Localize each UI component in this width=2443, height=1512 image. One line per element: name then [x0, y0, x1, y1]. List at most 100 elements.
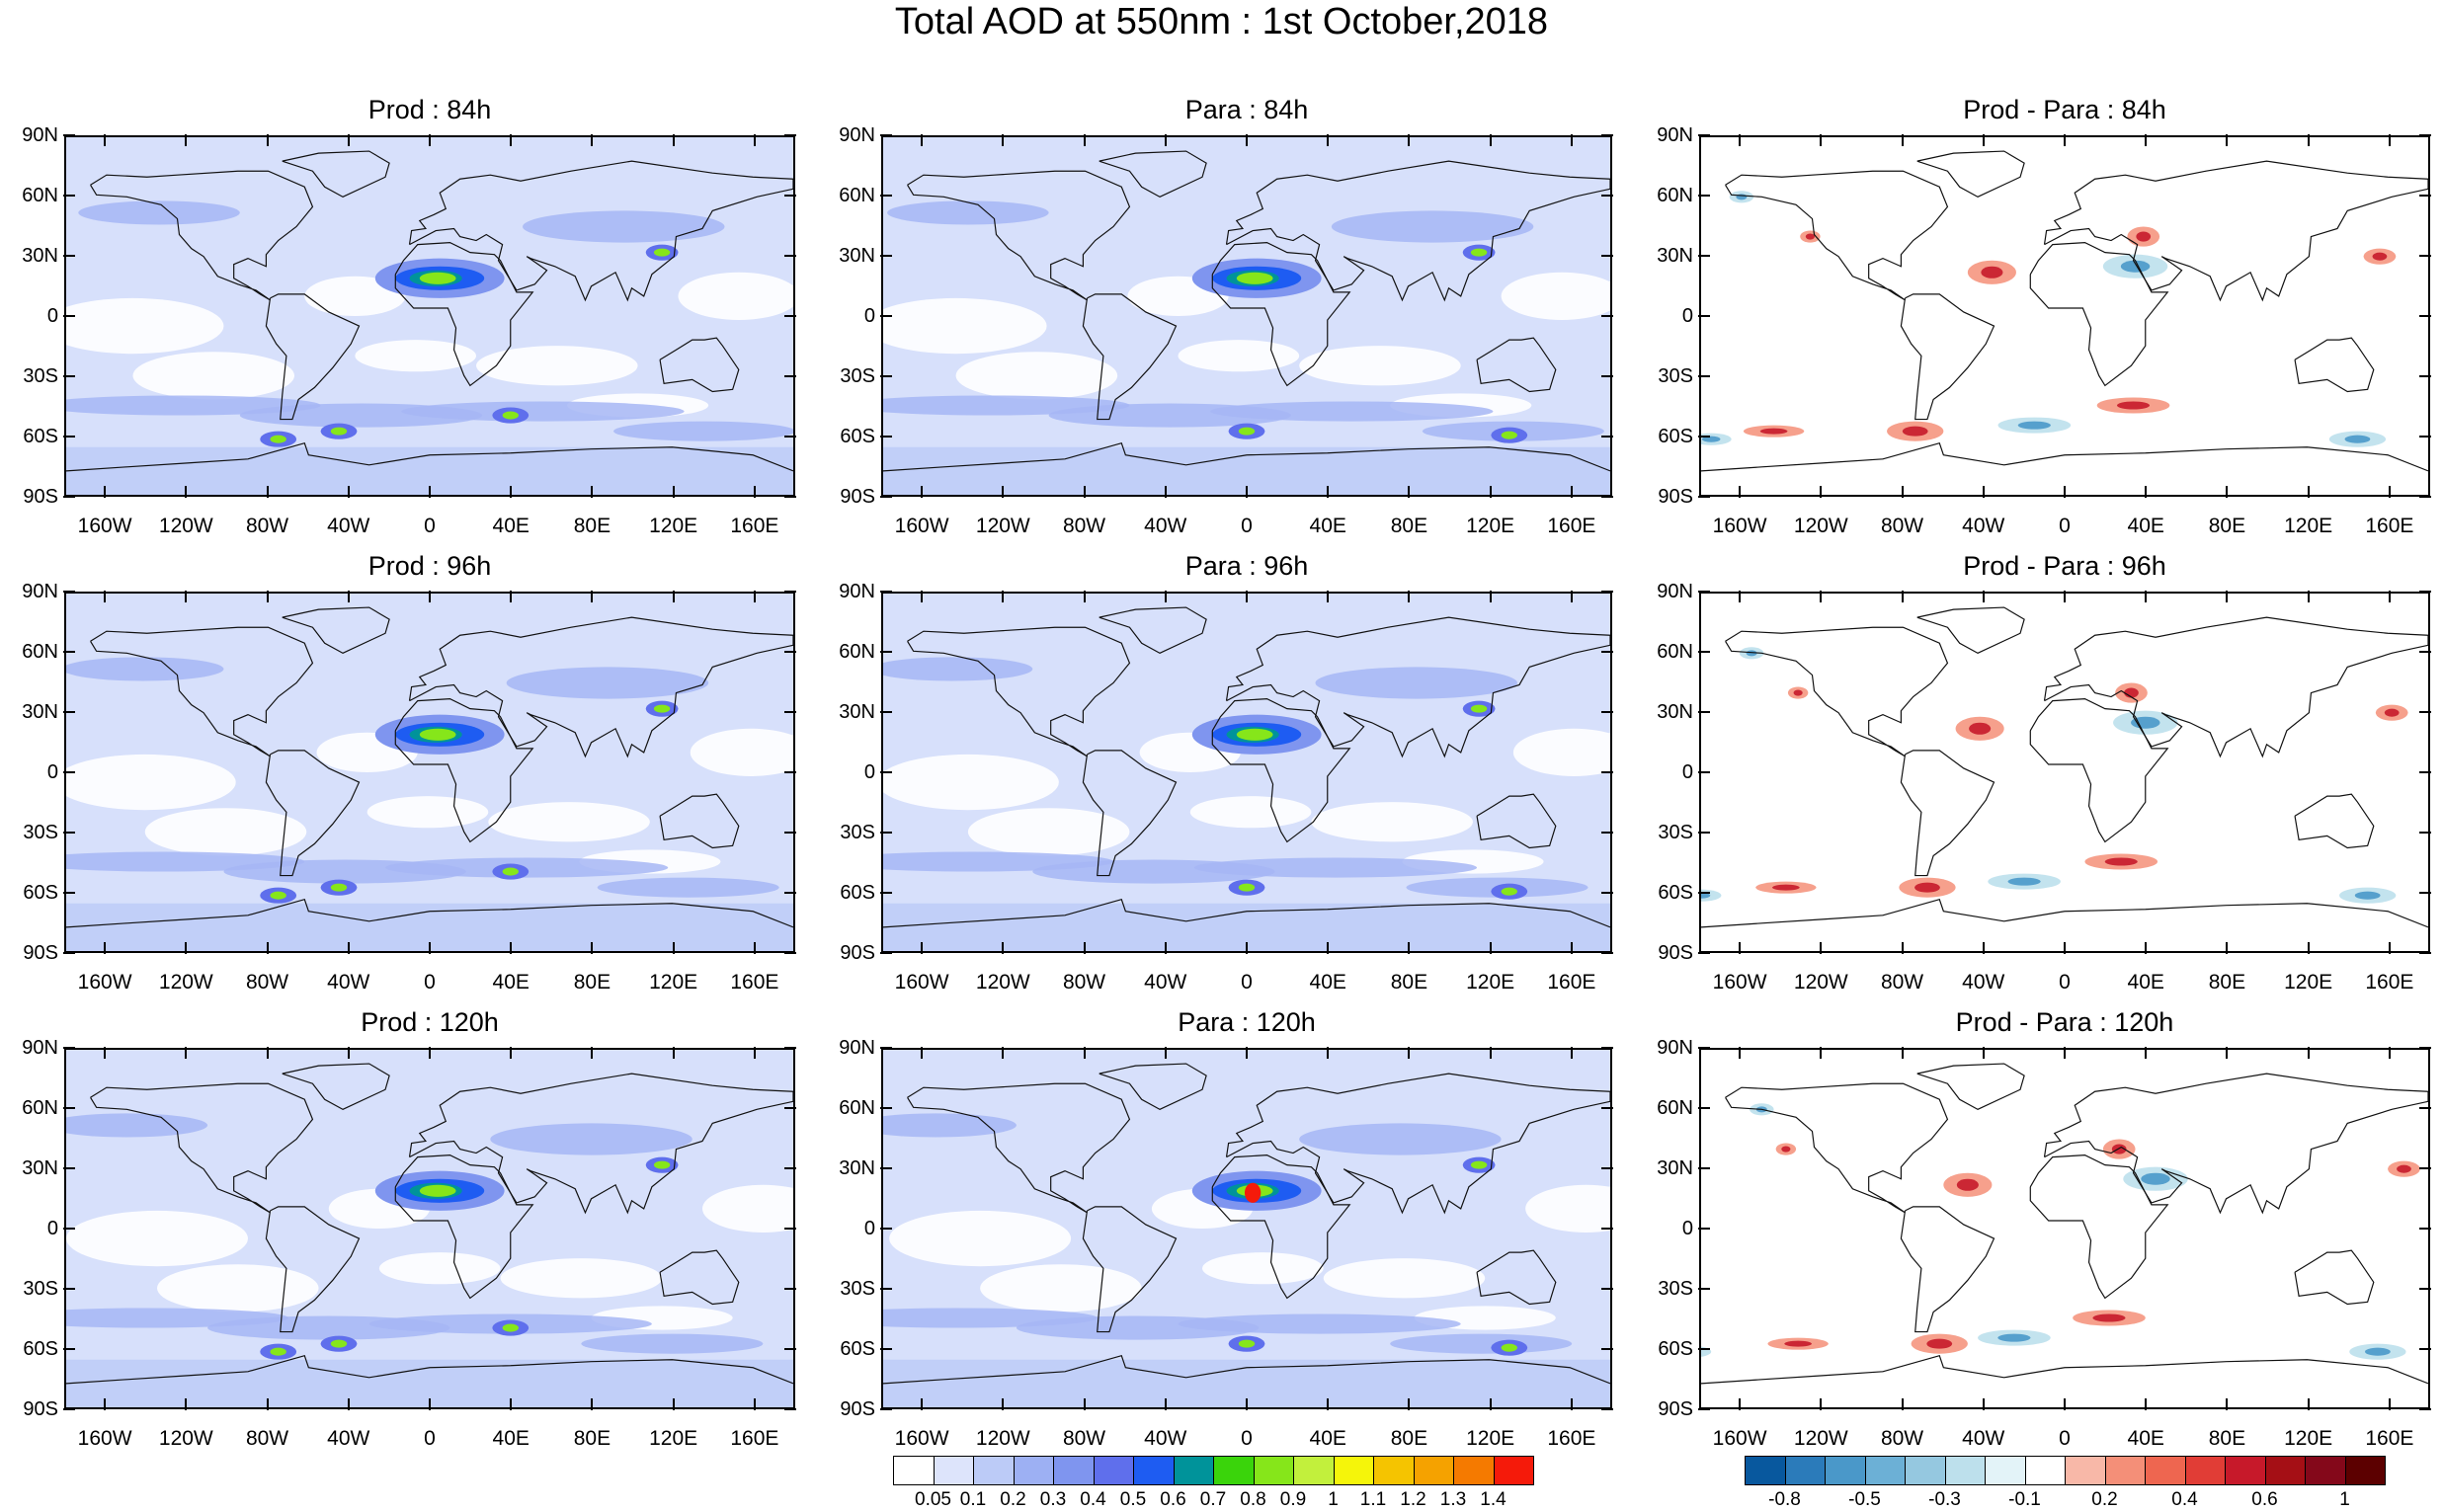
longitude-tick [672, 486, 675, 498]
longitude-tick [921, 1047, 924, 1059]
colorbar-label: 0.2 [2091, 1489, 2118, 1510]
longitude-tick [2145, 134, 2148, 146]
longitude-label: 120W [158, 515, 213, 537]
latitude-tick [880, 711, 892, 713]
colorbar-swatch [1985, 1456, 2026, 1485]
longitude-tick [591, 134, 594, 146]
longitude-label: 160W [1712, 1427, 1767, 1450]
longitude-tick [104, 591, 107, 602]
longitude-tick [921, 1398, 924, 1410]
colorbar-swatch [1093, 1456, 1134, 1485]
latitude-tick [1601, 1288, 1613, 1290]
colorbar-swatch [1493, 1456, 1534, 1485]
longitude-label: 120E [2284, 1427, 2333, 1450]
latitude-label: 60S [840, 882, 875, 904]
latitude-label: 0 [46, 1218, 58, 1239]
longitude-label: 120W [975, 515, 1030, 537]
longitude-label: 40E [2127, 515, 2164, 537]
longitude-tick [185, 486, 188, 498]
longitude-tick [1820, 1047, 1823, 1059]
longitude-label: 160W [77, 515, 132, 537]
longitude-tick [1739, 942, 1742, 954]
colorbar-label: 0.2 [1000, 1489, 1026, 1510]
latitude-tick [880, 1047, 892, 1049]
latitude-tick [880, 496, 892, 498]
longitude-tick [2145, 942, 2148, 954]
latitude-label: 30S [1658, 822, 1693, 843]
latitude-tick [1601, 255, 1613, 257]
latitude-label: 90S [1658, 942, 1693, 964]
latitude-tick [2419, 195, 2431, 197]
longitude-tick [266, 486, 269, 498]
aod-map [881, 135, 1612, 497]
longitude-label: 120E [649, 971, 698, 994]
latitude-tick [2419, 1348, 2431, 1350]
colorbar-label: 0.4 [1080, 1489, 1106, 1510]
latitude-label: 0 [863, 761, 875, 783]
latitude-tick [63, 315, 75, 317]
longitude-tick [1164, 486, 1167, 498]
longitude-tick [347, 591, 350, 602]
latitude-tick [1698, 436, 1710, 438]
longitude-tick [266, 134, 269, 146]
latitude-label: 30S [840, 822, 875, 843]
longitude-label: 40W [1962, 515, 2005, 537]
longitude-tick [2064, 1047, 2066, 1059]
longitude-tick [672, 591, 675, 602]
latitude-tick [880, 1228, 892, 1230]
longitude-tick [1164, 1047, 1167, 1059]
longitude-tick [185, 1398, 188, 1410]
latitude-tick [63, 1107, 75, 1109]
longitude-label: 40W [1962, 1427, 2005, 1450]
aod-map [64, 592, 795, 953]
latitude-tick [784, 711, 796, 713]
longitude-label: 80W [245, 971, 289, 994]
latitude-label: 60S [1658, 1338, 1693, 1360]
latitude-tick [1601, 195, 1613, 197]
longitude-tick [1570, 134, 1573, 146]
latitude-tick [63, 496, 75, 498]
longitude-tick [2064, 942, 2066, 954]
colorbar-swatch [2344, 1456, 2386, 1485]
latitude-tick [1601, 952, 1613, 954]
longitude-label: 120W [975, 1427, 1030, 1450]
longitude-tick [1246, 1398, 1248, 1410]
colorbar-label: 1.1 [1359, 1489, 1387, 1510]
map-plot [66, 1050, 793, 1407]
latitude-label: 30N [22, 1157, 58, 1179]
latitude-tick [63, 195, 75, 197]
panel-title: Prod - Para : 84h [1963, 95, 2166, 124]
latitude-tick [63, 591, 75, 593]
latitude-label: 60N [839, 641, 875, 663]
longitude-tick [753, 1398, 756, 1410]
colorbar-swatch [973, 1456, 1015, 1485]
colorbar-swatch [1253, 1456, 1294, 1485]
longitude-label: 160W [77, 1427, 132, 1450]
colorbar-swatch [2225, 1456, 2266, 1485]
latitude-label: 0 [1681, 761, 1693, 783]
latitude-tick [2419, 892, 2431, 894]
longitude-tick [266, 1398, 269, 1410]
longitude-tick [347, 1398, 350, 1410]
longitude-tick [1982, 591, 1985, 602]
latitude-tick [1698, 195, 1710, 197]
latitude-label: 60S [1658, 882, 1693, 904]
latitude-tick [1698, 1228, 1710, 1230]
longitude-tick [1083, 591, 1086, 602]
longitude-tick [1164, 134, 1167, 146]
latitude-label: 60N [839, 185, 875, 206]
latitude-tick [784, 771, 796, 773]
longitude-tick [1327, 942, 1330, 954]
longitude-tick [1002, 942, 1005, 954]
longitude-tick [591, 591, 594, 602]
latitude-label: 30N [839, 245, 875, 267]
longitude-tick [429, 1047, 431, 1059]
colorbar-label: -0.1 [2008, 1489, 2041, 1510]
longitude-tick [104, 942, 107, 954]
latitude-label: 30N [839, 1157, 875, 1179]
longitude-tick [672, 1047, 675, 1059]
longitude-label: 120E [2284, 515, 2333, 537]
map-plot [66, 137, 793, 495]
longitude-tick [1408, 1398, 1411, 1410]
longitude-tick [2307, 591, 2310, 602]
